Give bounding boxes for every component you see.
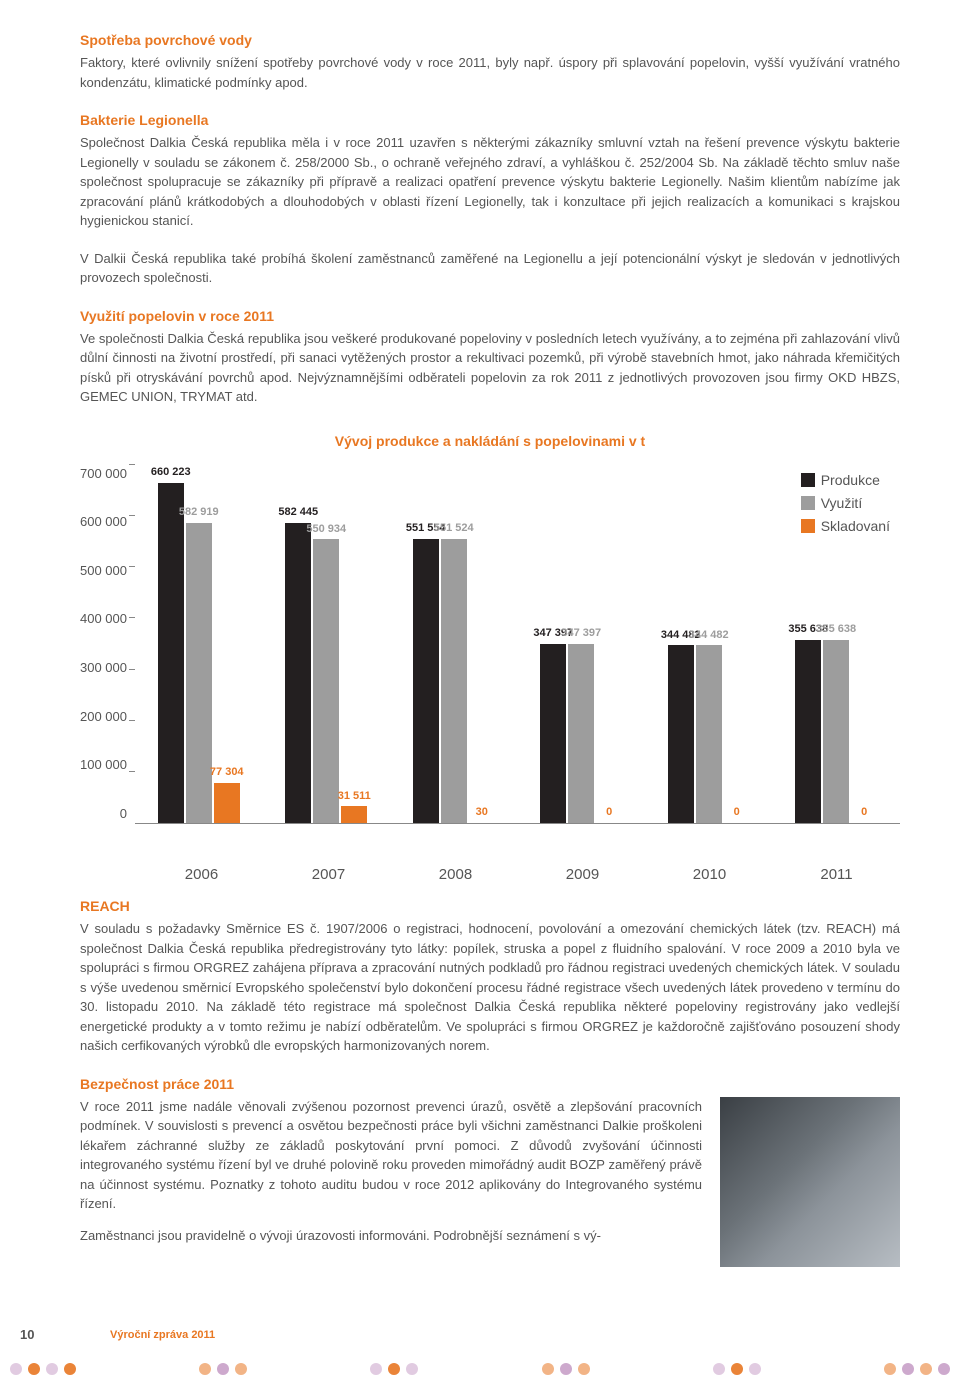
bar-value-label: 551 524 [434,520,474,539]
decorative-dot [713,1363,725,1375]
bar: 660 223 [158,483,184,823]
decorative-dot [10,1363,22,1375]
bar: 551 554 [413,539,439,823]
bar: 344 482 [696,645,722,822]
bar: 550 934 [313,539,339,822]
bar: 551 524 [441,539,467,823]
footer-dots [10,1363,950,1375]
page-footer: 10 Výroční zpráva 2011 [80,1317,900,1357]
xtick: 2009 [519,864,645,887]
decorative-dot [199,1363,211,1375]
ytick: 700 000 [80,464,127,484]
body-legionella-1: Společnost Dalkia Česká republika měla i… [80,133,900,231]
decorative-dot [938,1363,950,1375]
body-legionella-2: V Dalkii Česká republika také probíhá šk… [80,249,900,288]
bar: 582 919 [186,523,212,823]
bar-value-label: 0 [734,804,740,823]
decorative-dot [542,1363,554,1375]
decorative-dot [370,1363,382,1375]
report-label: Výroční zpráva 2011 [110,1327,215,1344]
chart-title: Vývoj produkce a nakládání s popelovinam… [80,431,900,452]
chart-bar-groups: 660 223582 91977 304582 445550 93431 511… [135,464,900,823]
decorative-dot [388,1363,400,1375]
section-title-reach: REACH [80,896,900,917]
bar-value-label: 355 638 [816,621,856,640]
bar-group: 551 554551 524 30 [390,464,517,823]
decorative-dot [46,1363,58,1375]
bar-value-label: 660 223 [151,464,191,483]
ytick: 200 000 [80,707,127,727]
bar-value-label: 30 [476,804,488,823]
decorative-dot [560,1363,572,1375]
ytick: 300 000 [80,658,127,678]
decorative-dot [731,1363,743,1375]
xtick: 2008 [392,864,518,887]
body-reach: V souladu s požadavky Směrnice ES č. 190… [80,919,900,1056]
ytick: 0 [120,804,127,824]
page-number: 10 [20,1325,34,1345]
body-popeloviny: Ve společnosti Dalkia Česká republika js… [80,329,900,407]
decorative-dot [217,1363,229,1375]
section-title-spotreba: Spotřeba povrchové vody [80,30,900,51]
chart-plot-area: Produkce Využití Skladovaní 660 223582 9… [135,464,900,824]
decorative-dot [28,1363,40,1375]
decorative-dot [578,1363,590,1375]
bar: 31 511 [341,806,367,822]
dot-cluster [713,1363,761,1375]
section-title-popeloviny: Využití popelovin v roce 2011 [80,306,900,327]
section-title-bozp: Bezpečnost práce 2011 [80,1074,900,1095]
decorative-dot [406,1363,418,1375]
xtick: 2006 [138,864,264,887]
bar-value-label: 0 [861,804,867,823]
bar: 355 638 [795,640,821,823]
bar-group: 582 445550 93431 511 [263,464,390,823]
ytick: 500 000 [80,561,127,581]
chart-x-axis: 2006 2007 2008 2009 2010 2011 [138,864,900,887]
decorative-dot [64,1363,76,1375]
bar: 347 397 [568,644,594,823]
bar-value-label: 550 934 [306,521,346,540]
decorative-dot [884,1363,896,1375]
photo-industrial [720,1097,900,1267]
bar-value-label: 582 919 [179,504,219,523]
bar-value-label: 31 511 [338,788,371,807]
bar-group: 347 397347 397 0 [518,464,645,823]
bar: 582 445 [285,523,311,823]
ytick: 400 000 [80,609,127,629]
chart-container: 700 000 600 000 500 000 400 000 300 000 … [80,464,900,887]
decorative-dot [749,1363,761,1375]
bar-value-label: 344 482 [689,627,729,646]
bar-value-label: 77 304 [210,764,244,783]
bar-value-label: 0 [606,804,612,823]
bar-group: 355 638355 638 0 [773,464,900,823]
decorative-dot [235,1363,247,1375]
dot-cluster [370,1363,418,1375]
dot-cluster [10,1363,76,1375]
xtick: 2007 [265,864,391,887]
section-title-legionella: Bakterie Legionella [80,110,900,131]
bar-group: 660 223582 91977 304 [135,464,262,823]
body-spotreba: Faktory, které ovlivnily snížení spotřeb… [80,53,900,92]
decorative-dot [902,1363,914,1375]
bar: 347 397 [540,644,566,823]
bar: 77 304 [214,783,240,823]
ytick: 100 000 [80,755,127,775]
bar-value-label: 347 397 [561,625,601,644]
xtick: 2011 [773,864,899,887]
xtick: 2010 [646,864,772,887]
dot-cluster [199,1363,247,1375]
dot-cluster [542,1363,590,1375]
bar: 344 482 [668,645,694,822]
ytick: 600 000 [80,512,127,532]
bar-group: 344 482344 482 0 [645,464,772,823]
bar: 355 638 [823,640,849,823]
dot-cluster [884,1363,950,1375]
decorative-dot [920,1363,932,1375]
chart-y-axis: 700 000 600 000 500 000 400 000 300 000 … [80,464,135,824]
